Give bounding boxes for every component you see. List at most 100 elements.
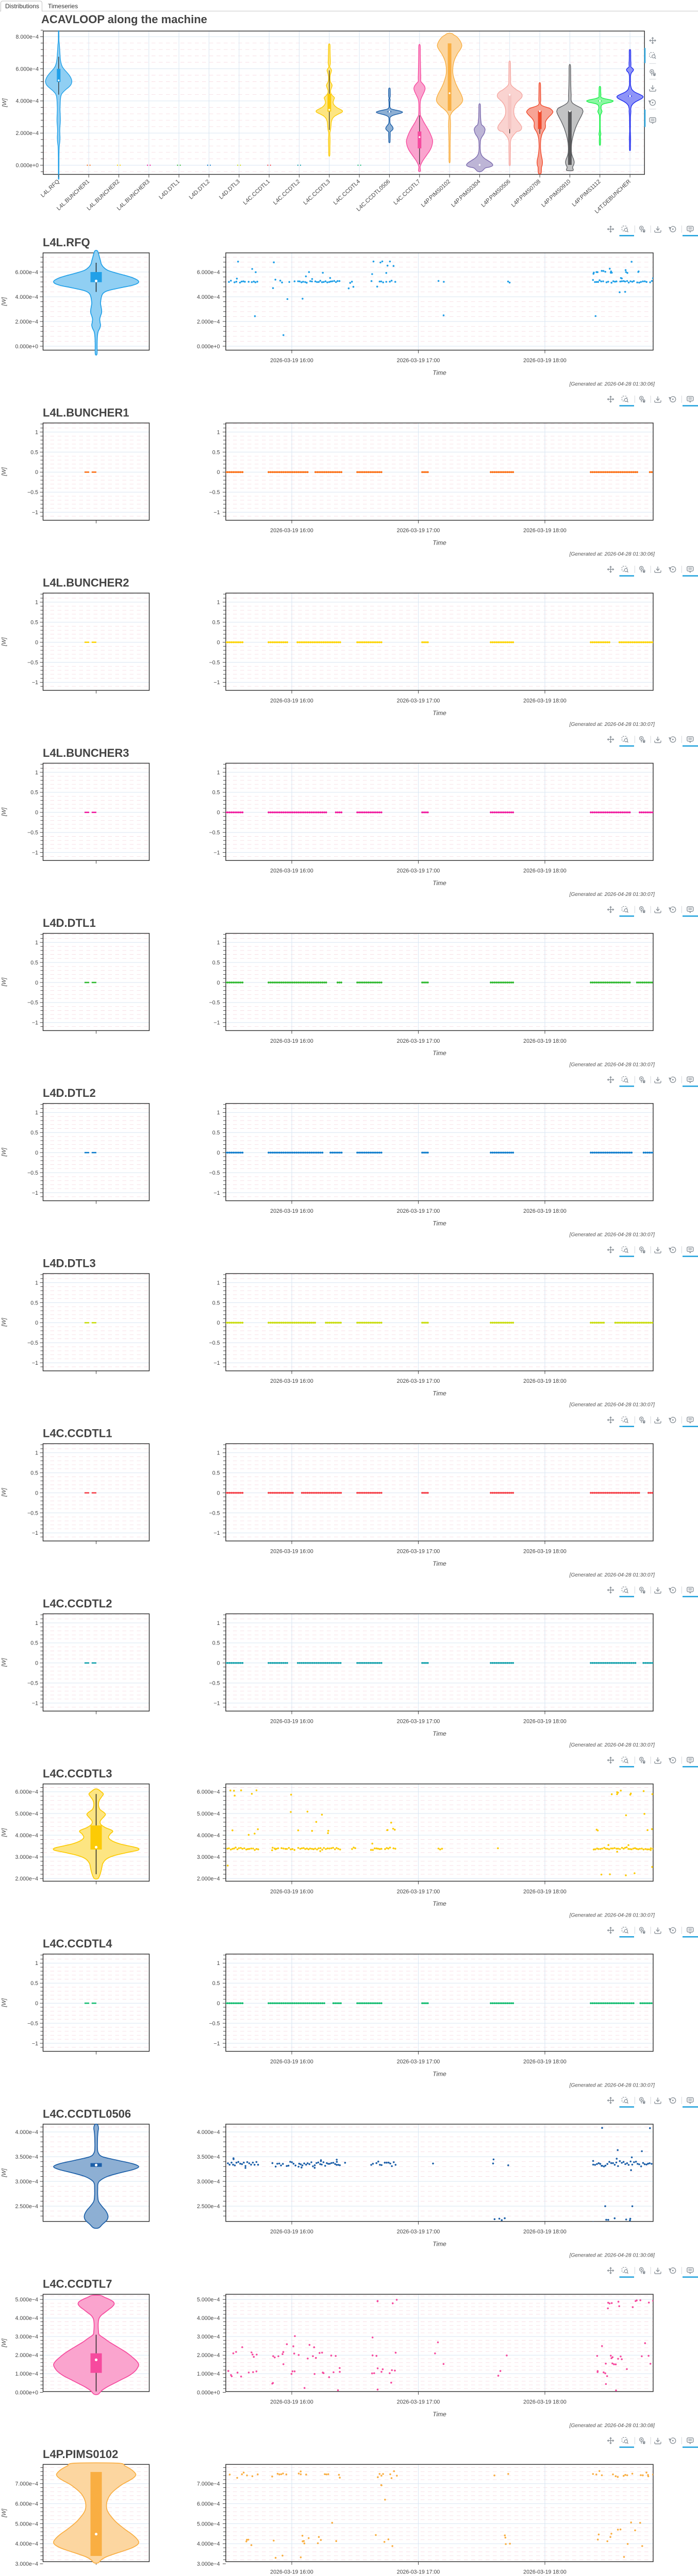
- svg-text:8.000e−4: 8.000e−4: [16, 34, 39, 40]
- svg-text:−0.5: −0.5: [209, 830, 220, 836]
- svg-text:[Generated at: 2026-04-28 01:3: [Generated at: 2026-04-28 01:30:07]: [569, 1742, 656, 1748]
- svg-text:−0.5: −0.5: [209, 2021, 220, 2027]
- svg-text:2026-03-19 17:00: 2026-03-19 17:00: [397, 528, 440, 534]
- svg-text:1: 1: [35, 1450, 38, 1456]
- svg-text:−1: −1: [32, 1700, 38, 1706]
- svg-text:−0.5: −0.5: [209, 489, 220, 496]
- svg-text:L4C.CCDTL3: L4C.CCDTL3: [43, 1767, 112, 1780]
- svg-text:L4C.CCDTL0506: L4C.CCDTL0506: [43, 2107, 131, 2120]
- svg-text:0.5: 0.5: [212, 1130, 220, 1136]
- svg-text:Time: Time: [433, 879, 446, 887]
- svg-text:1.000e−4: 1.000e−4: [197, 2371, 220, 2377]
- svg-text:5.000e−4: 5.000e−4: [197, 2297, 220, 2303]
- svg-text:Time: Time: [433, 1219, 446, 1227]
- svg-text:0.5: 0.5: [30, 1980, 38, 1987]
- svg-text:1: 1: [35, 770, 38, 776]
- svg-text:−0.5: −0.5: [209, 1510, 220, 1516]
- svg-text:2026-03-19 18:00: 2026-03-19 18:00: [523, 2569, 567, 2575]
- svg-text:[W]: [W]: [1, 467, 7, 476]
- svg-text:0.5: 0.5: [30, 1470, 38, 1477]
- svg-text:2.500e−4: 2.500e−4: [15, 2204, 39, 2210]
- svg-text:6.000e−4: 6.000e−4: [16, 66, 39, 72]
- svg-text:1: 1: [35, 1280, 38, 1286]
- svg-text:−1: −1: [32, 510, 38, 516]
- svg-text:[W]: [W]: [1, 1317, 7, 1327]
- svg-text:1: 1: [35, 600, 38, 606]
- svg-text:−0.5: −0.5: [209, 1170, 220, 1176]
- svg-text:5.000e−4: 5.000e−4: [15, 2521, 39, 2527]
- svg-text:[W]: [W]: [1, 1828, 7, 1837]
- svg-text:1: 1: [217, 600, 220, 606]
- svg-text:[Generated at: 2026-04-28 01:3: [Generated at: 2026-04-28 01:30:06]: [569, 552, 656, 557]
- svg-text:Time: Time: [433, 1900, 446, 1907]
- svg-text:Time: Time: [433, 1390, 446, 1397]
- svg-text:2026-03-19 16:00: 2026-03-19 16:00: [270, 1889, 313, 1895]
- svg-text:2026-03-19 17:00: 2026-03-19 17:00: [397, 2569, 440, 2575]
- svg-text:5.000e−4: 5.000e−4: [15, 1811, 39, 1817]
- svg-text:L4C.CCDTL4: L4C.CCDTL4: [43, 1937, 112, 1950]
- svg-text:Time: Time: [433, 2411, 446, 2418]
- svg-text:0.5: 0.5: [30, 1300, 38, 1306]
- svg-text:1: 1: [217, 1450, 220, 1456]
- svg-text:2026-03-19 17:00: 2026-03-19 17:00: [397, 1208, 440, 1214]
- svg-text:6.000e−4: 6.000e−4: [15, 269, 39, 276]
- svg-text:2.000e−4: 2.000e−4: [197, 2352, 220, 2359]
- svg-text:4.000e−4: 4.000e−4: [197, 2541, 220, 2547]
- svg-text:2026-03-19 18:00: 2026-03-19 18:00: [523, 1038, 567, 1044]
- svg-text:−1: −1: [213, 2041, 220, 2047]
- svg-text:0: 0: [35, 980, 38, 986]
- svg-text:[W]: [W]: [2, 98, 8, 107]
- svg-text:1.000e−4: 1.000e−4: [15, 2371, 39, 2377]
- svg-text:L4C.CCDTL2: L4C.CCDTL2: [43, 1597, 112, 1610]
- svg-text:Distributions: Distributions: [5, 3, 39, 10]
- svg-text:0.5: 0.5: [212, 1300, 220, 1306]
- svg-text:[W]: [W]: [1, 977, 7, 987]
- svg-text:5.000e−4: 5.000e−4: [15, 2297, 39, 2303]
- svg-text:2026-03-19 18:00: 2026-03-19 18:00: [523, 358, 567, 364]
- svg-text:2026-03-19 18:00: 2026-03-19 18:00: [523, 2399, 567, 2405]
- svg-text:0.5: 0.5: [212, 1470, 220, 1477]
- svg-text:2026-03-19 16:00: 2026-03-19 16:00: [270, 2569, 313, 2575]
- svg-text:6.000e−4: 6.000e−4: [197, 1789, 220, 1795]
- svg-text:L4P.PIMS0102: L4P.PIMS0102: [43, 2448, 118, 2461]
- svg-text:2026-03-19 16:00: 2026-03-19 16:00: [270, 1378, 313, 1384]
- svg-text:2026-03-19 16:00: 2026-03-19 16:00: [270, 698, 313, 704]
- svg-text:0.5: 0.5: [30, 620, 38, 626]
- svg-text:1: 1: [217, 1110, 220, 1116]
- svg-text:−1: −1: [213, 1360, 220, 1366]
- svg-text:0.000e+0: 0.000e+0: [197, 344, 220, 350]
- svg-text:2026-03-19 18:00: 2026-03-19 18:00: [523, 1548, 567, 1554]
- svg-text:[Generated at: 2026-04-28 01:3: [Generated at: 2026-04-28 01:30:07]: [569, 1402, 656, 1408]
- svg-text:2026-03-19 16:00: 2026-03-19 16:00: [270, 1208, 313, 1214]
- svg-text:2026-03-19 16:00: 2026-03-19 16:00: [270, 1719, 313, 1725]
- svg-text:3.000e−4: 3.000e−4: [15, 2179, 39, 2185]
- svg-text:2.000e−4: 2.000e−4: [197, 319, 220, 325]
- svg-text:[W]: [W]: [1, 637, 7, 646]
- svg-text:2026-03-19 18:00: 2026-03-19 18:00: [523, 868, 567, 874]
- svg-text:4.000e−4: 4.000e−4: [15, 2315, 39, 2321]
- svg-text:2026-03-19 17:00: 2026-03-19 17:00: [397, 1038, 440, 1044]
- svg-text:Time: Time: [433, 539, 446, 547]
- svg-text:−1: −1: [32, 1020, 38, 1026]
- svg-text:Time: Time: [433, 709, 446, 717]
- svg-text:1: 1: [217, 770, 220, 776]
- svg-text:2026-03-19 16:00: 2026-03-19 16:00: [270, 2059, 313, 2065]
- svg-text:[Generated at: 2026-04-28 01:3: [Generated at: 2026-04-28 01:30:08]: [569, 2423, 656, 2429]
- svg-text:0: 0: [217, 469, 220, 476]
- svg-text:3.500e−4: 3.500e−4: [15, 2154, 39, 2160]
- svg-text:2.000e−4: 2.000e−4: [16, 130, 39, 137]
- svg-text:[W]: [W]: [1, 1487, 7, 1497]
- svg-text:0: 0: [35, 1660, 38, 1667]
- svg-text:[Generated at: 2026-04-28 01:3: [Generated at: 2026-04-28 01:30:07]: [569, 892, 656, 897]
- svg-text:3.000e−4: 3.000e−4: [197, 1854, 220, 1860]
- svg-text:0.5: 0.5: [212, 620, 220, 626]
- svg-text:Time: Time: [433, 1049, 446, 1057]
- svg-text:0: 0: [35, 810, 38, 816]
- svg-text:1: 1: [35, 940, 38, 946]
- svg-text:−0.5: −0.5: [27, 1510, 38, 1516]
- svg-text:−0.5: −0.5: [209, 659, 220, 666]
- svg-text:2026-03-19 16:00: 2026-03-19 16:00: [270, 2229, 313, 2235]
- svg-text:0.5: 0.5: [30, 1130, 38, 1136]
- svg-text:3.000e−4: 3.000e−4: [15, 2561, 39, 2567]
- svg-text:−0.5: −0.5: [27, 1170, 38, 1176]
